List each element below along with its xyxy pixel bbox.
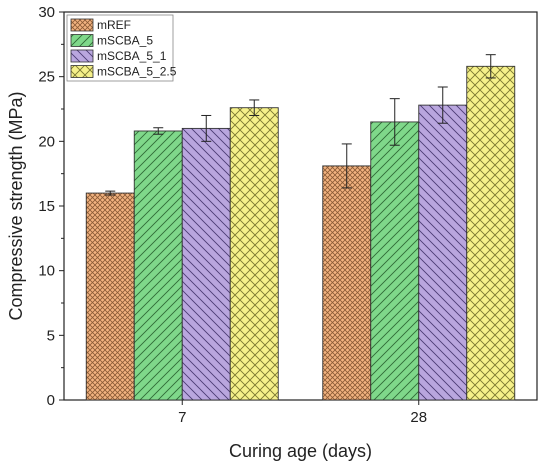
legend-swatch-mscba-5-2-5 [70,65,94,78]
bar-mscba-5-1-28 [418,104,468,401]
error-bar-mref-28 [341,143,352,189]
error-bars-layer [105,54,496,196]
legend-label-mref: mREF [97,18,131,32]
bar-mscba-5-28 [370,121,420,401]
y-tick-label-15: 15 [38,198,55,215]
legend-swatch-mscba-5 [70,34,94,47]
y-tick-label-30: 30 [38,4,55,21]
error-bar-mscba-5-28 [389,98,400,146]
error-bar-mscba-5-1-28 [437,86,448,124]
y-tick-label-20: 20 [38,133,55,150]
x-axis: 7 28 [178,400,427,426]
legend-item-mscba-5-1: mSCBA_5_1 [70,49,167,63]
y-tick-label-5: 5 [47,327,55,344]
bar-mref-28 [322,165,372,401]
bar-mscba-5-1-7 [181,127,231,401]
bars-layer [85,65,516,401]
error-bar-mscba-5-7 [153,127,164,135]
x-tick-label-28: 28 [410,409,427,426]
bar-mscba-5-2-5-7 [229,107,279,401]
y-tick-label-10: 10 [38,263,55,280]
error-bar-mscba-5-2-5-28 [485,54,496,79]
legend-swatch-mref [70,18,94,32]
legend-item-mscba-5-2-5: mSCBA_5_2.5 [70,65,177,79]
error-bar-mref-7 [105,190,116,196]
y-tick-label-25: 25 [38,69,55,86]
legend-label-mscba-5-2-5: mSCBA_5_2.5 [97,65,177,79]
y-axis: 0 5 10 15 20 25 30 [38,4,64,409]
legend-label-mscba-5-1: mSCBA_5_1 [97,49,167,63]
bar-mscba-5-2-5-28 [466,65,516,401]
x-tick-label-7: 7 [178,409,186,426]
legend-swatch-mscba-5-1 [70,49,94,63]
bar-mref-7 [85,192,135,401]
error-bar-mscba-5-1-7 [201,114,212,142]
y-axis-title: Compressive strength (MPa) [6,91,26,320]
error-bar-mscba-5-2-5-7 [249,99,260,116]
legend-item-mscba-5: mSCBA_5 [70,34,153,48]
bar-mscba-5-7 [133,130,183,401]
y-tick-label-0: 0 [47,392,55,409]
legend-item-mref: mREF [70,18,131,32]
legend-label-mscba-5: mSCBA_5 [97,34,153,48]
x-axis-title: Curing age (days) [229,441,372,461]
